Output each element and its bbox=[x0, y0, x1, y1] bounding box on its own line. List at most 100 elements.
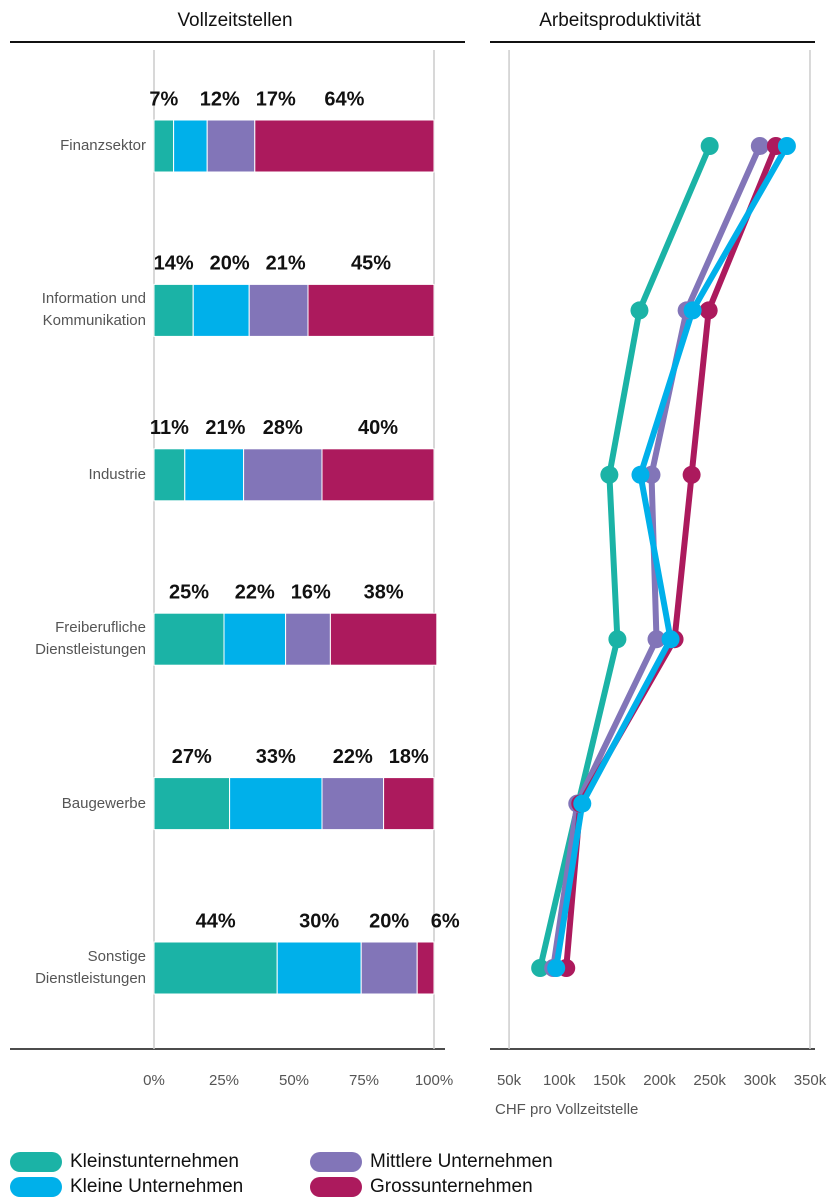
bar-segment bbox=[416, 941, 435, 995]
point bbox=[547, 959, 566, 977]
point bbox=[573, 794, 592, 813]
x-tick-label: 25% bbox=[209, 1072, 239, 1089]
legend-swatch bbox=[10, 1177, 62, 1197]
value-label: 40% bbox=[358, 417, 398, 439]
bar-segment bbox=[276, 941, 362, 995]
x-tick-label: 250k bbox=[693, 1072, 726, 1089]
value-label: 20% bbox=[210, 253, 250, 275]
bar-segment bbox=[153, 119, 175, 173]
chart-title: Vollzeitstellen bbox=[177, 10, 292, 31]
point bbox=[750, 137, 769, 155]
bar-segment bbox=[184, 448, 245, 502]
bar-segment bbox=[248, 283, 309, 337]
value-label: 7% bbox=[149, 88, 178, 110]
legend-label: Kleinstunternehmen bbox=[70, 1151, 239, 1172]
bar-segment bbox=[321, 777, 385, 831]
value-label: 21% bbox=[205, 417, 245, 439]
point bbox=[630, 301, 649, 320]
x-tick-label: 100k bbox=[543, 1072, 576, 1089]
x-tick-label: 50% bbox=[279, 1072, 309, 1089]
legend-item: Grossunternehmen bbox=[310, 1176, 533, 1198]
bar-segment bbox=[153, 941, 278, 995]
chart-title: Arbeitsproduktivität bbox=[539, 10, 701, 31]
bar-segment bbox=[153, 448, 186, 502]
point bbox=[631, 465, 650, 484]
legend-label: Kleine Unternehmen bbox=[70, 1176, 244, 1197]
point bbox=[600, 465, 619, 484]
bar-segment bbox=[153, 283, 194, 337]
value-label: 16% bbox=[291, 581, 331, 603]
category-label: Freiberufliche Dienstleistungen bbox=[35, 619, 146, 659]
point bbox=[647, 630, 666, 649]
bar-segment bbox=[321, 448, 435, 502]
legend-swatch bbox=[310, 1177, 362, 1197]
point bbox=[608, 630, 627, 649]
category-label: Baugewerbe bbox=[61, 794, 146, 812]
point bbox=[531, 959, 550, 977]
value-label: 28% bbox=[263, 417, 303, 439]
value-label: 6% bbox=[431, 910, 460, 932]
bar-segment bbox=[173, 119, 208, 173]
legend-item: Mittlere Unternehmen bbox=[310, 1151, 553, 1173]
bar-segment bbox=[206, 119, 256, 173]
value-label: 11% bbox=[150, 417, 189, 439]
bar-segment bbox=[329, 612, 438, 666]
value-label: 38% bbox=[364, 581, 404, 603]
bar-segment bbox=[383, 777, 435, 831]
category-label: Finanzsektor bbox=[60, 137, 146, 154]
value-label: 30% bbox=[299, 910, 339, 932]
legend-label: Mittlere Unternehmen bbox=[370, 1151, 553, 1172]
bar-segment bbox=[223, 612, 287, 666]
bar-segment bbox=[153, 612, 225, 666]
value-label: 20% bbox=[369, 910, 409, 932]
point bbox=[683, 301, 702, 320]
point bbox=[682, 465, 701, 484]
category-label: Information und Kommunikation bbox=[41, 290, 146, 330]
legend-swatch bbox=[10, 1152, 62, 1172]
bar-segment bbox=[360, 941, 418, 995]
value-label: 25% bbox=[169, 581, 209, 603]
value-label: 27% bbox=[172, 746, 212, 768]
value-label: 18% bbox=[389, 746, 429, 768]
x-tick-label: 50k bbox=[497, 1072, 522, 1089]
bar-segment bbox=[192, 283, 250, 337]
legend-item: Kleine Unternehmen bbox=[10, 1176, 243, 1198]
value-label: 22% bbox=[333, 746, 373, 768]
bar-segment bbox=[243, 448, 323, 502]
bar-segment bbox=[285, 612, 331, 666]
point bbox=[777, 137, 796, 155]
legend-swatch bbox=[310, 1152, 362, 1172]
x-tick-label: 150k bbox=[593, 1072, 626, 1089]
point bbox=[661, 630, 680, 649]
bar-segment bbox=[153, 777, 231, 831]
bar-segment bbox=[229, 777, 323, 831]
value-label: 33% bbox=[256, 746, 296, 768]
category-label: Industrie bbox=[88, 465, 146, 483]
value-label: 64% bbox=[324, 88, 364, 110]
x-tick-label: 300k bbox=[744, 1072, 777, 1089]
value-label: 17% bbox=[256, 88, 296, 110]
series-line bbox=[563, 144, 779, 969]
bar-segment bbox=[307, 283, 435, 337]
value-label: 44% bbox=[196, 910, 236, 932]
legend-label: Grossunternehmen bbox=[370, 1176, 533, 1197]
x-axis-label: CHF pro Vollzeitstelle bbox=[495, 1101, 638, 1118]
value-label: 12% bbox=[200, 88, 240, 110]
x-tick-label: 350k bbox=[794, 1072, 827, 1089]
series-line bbox=[553, 144, 790, 969]
x-tick-label: 0% bbox=[143, 1072, 165, 1089]
value-label: 21% bbox=[266, 253, 306, 275]
value-label: 45% bbox=[351, 253, 391, 275]
point bbox=[700, 137, 719, 155]
value-label: 14% bbox=[154, 253, 194, 275]
point bbox=[699, 301, 718, 320]
x-tick-label: 200k bbox=[643, 1072, 676, 1089]
category-label: Sonstige Dienstleistungen bbox=[35, 948, 146, 987]
legend-item: Kleinstunternehmen bbox=[10, 1151, 239, 1173]
x-tick-label: 75% bbox=[349, 1072, 379, 1089]
bar-segment bbox=[254, 119, 435, 173]
x-tick-label: 100% bbox=[415, 1072, 453, 1089]
value-label: 22% bbox=[235, 581, 275, 603]
